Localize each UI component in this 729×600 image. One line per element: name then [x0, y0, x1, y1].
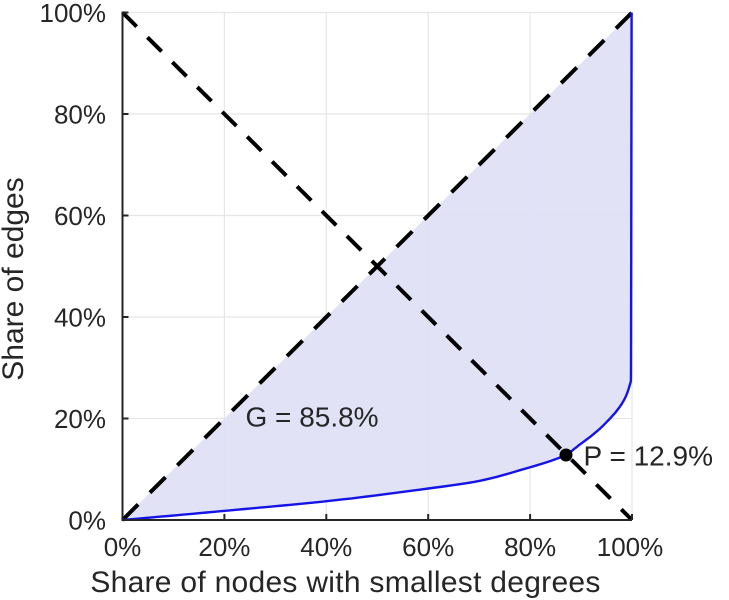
svg-text:100%: 100%: [597, 532, 664, 562]
svg-text:20%: 20%: [198, 532, 250, 562]
svg-text:0%: 0%: [68, 506, 106, 536]
svg-text:0%: 0%: [104, 532, 142, 562]
svg-text:G = 85.8%: G = 85.8%: [246, 402, 379, 433]
svg-text:20%: 20%: [54, 404, 106, 434]
svg-text:P = 12.9%: P = 12.9%: [584, 441, 713, 472]
svg-text:60%: 60%: [54, 201, 106, 231]
svg-text:Share of nodes with smallest d: Share of nodes with smallest degrees: [90, 566, 600, 599]
svg-text:80%: 80%: [504, 532, 556, 562]
svg-text:40%: 40%: [54, 303, 106, 333]
svg-text:80%: 80%: [54, 100, 106, 130]
svg-text:100%: 100%: [40, 0, 107, 28]
svg-text:60%: 60%: [402, 532, 454, 562]
svg-text:40%: 40%: [300, 532, 352, 562]
svg-text:Share of edges: Share of edges: [0, 177, 30, 380]
